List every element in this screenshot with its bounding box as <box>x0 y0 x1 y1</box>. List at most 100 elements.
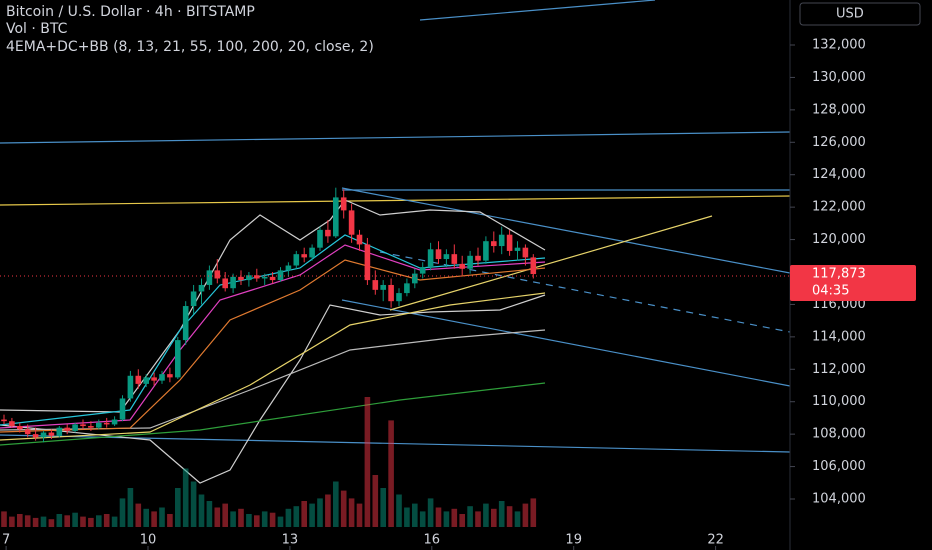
volume-bar <box>72 512 78 527</box>
volume-bar <box>254 515 260 527</box>
volume-bar <box>459 514 465 527</box>
ema-100 <box>0 292 546 441</box>
candle-body <box>143 377 149 384</box>
volume-bar <box>182 468 189 527</box>
candle-body <box>32 434 39 438</box>
volume-bar <box>396 494 402 527</box>
volume-bar <box>88 517 94 527</box>
y-tick-label: 114,000 <box>812 329 866 344</box>
volume-bar <box>491 508 497 527</box>
y-tick-label: 106,000 <box>812 459 866 474</box>
candle-body <box>348 210 355 235</box>
volume-bar <box>285 508 292 527</box>
y-tick-label: 124,000 <box>812 167 866 182</box>
candle-body <box>372 280 379 290</box>
candle-body <box>396 293 402 302</box>
candle-body <box>333 197 339 237</box>
volume-bar <box>419 511 426 527</box>
volume-bar <box>190 481 197 527</box>
volume-bar <box>230 511 236 527</box>
candle-body <box>506 234 513 251</box>
candle-body <box>103 422 110 425</box>
y-tick-label: 108,000 <box>812 427 866 442</box>
ema-55 <box>0 259 546 433</box>
candle-body <box>198 284 205 292</box>
volume-bar <box>175 488 181 527</box>
candle-body <box>301 254 307 258</box>
candle-body <box>269 276 276 281</box>
y-tick-label: 120,000 <box>812 232 866 247</box>
volume-bar <box>167 514 173 527</box>
volume-bar <box>301 501 307 527</box>
volume-bar <box>427 498 434 527</box>
volume-bar <box>522 503 529 527</box>
volume-bar <box>309 503 315 527</box>
candle-body <box>222 278 228 289</box>
volume-bar <box>214 507 221 527</box>
last-price-label: 117,873 <box>812 267 866 282</box>
x-tick-label: 22 <box>707 533 724 548</box>
volume-bar <box>9 516 15 527</box>
volume-bar <box>261 511 268 527</box>
trendline <box>419 0 656 21</box>
volume-bar <box>372 475 379 527</box>
trendline <box>389 215 713 311</box>
volume-bar <box>364 397 371 527</box>
candle-body <box>475 255 481 261</box>
volume-bar <box>159 507 165 527</box>
volume-bar <box>135 503 142 527</box>
trendline <box>0 195 791 206</box>
candle-body <box>412 273 418 284</box>
x-tick-label: 19 <box>565 533 582 548</box>
volume-bar <box>143 508 149 527</box>
volume-bar <box>246 514 252 527</box>
volume-bar <box>103 514 110 527</box>
ema-21 <box>0 244 546 429</box>
candle-body <box>427 249 434 268</box>
candle-body <box>364 244 371 281</box>
y-tick-label: 128,000 <box>812 102 866 117</box>
candle-body <box>246 275 252 281</box>
candle-body <box>285 265 292 271</box>
bollinger-upper <box>0 199 546 413</box>
volume-bar <box>127 488 134 527</box>
volume-bar <box>1 511 7 527</box>
volume-bar <box>111 516 118 527</box>
currency-button[interactable] <box>799 2 921 26</box>
candle-body <box>514 247 521 251</box>
volume-bar <box>48 519 55 527</box>
trendline <box>341 187 791 274</box>
candle-body <box>443 254 450 260</box>
candle-body <box>530 257 537 275</box>
candle-body <box>435 249 442 260</box>
y-tick-label: 126,000 <box>812 135 866 150</box>
volume-bar <box>325 494 331 527</box>
candle-body <box>9 421 15 427</box>
candle-body <box>522 247 529 258</box>
volume-bar <box>151 511 157 527</box>
volume-bar <box>356 503 363 527</box>
x-tick-label: 13 <box>282 533 299 548</box>
candle-body <box>388 284 394 302</box>
volume-bar <box>269 512 276 527</box>
volume-bar <box>32 517 39 527</box>
candle-body <box>159 374 165 381</box>
currency-label[interactable]: USD <box>836 7 864 22</box>
x-tick-label: 7 <box>2 533 10 548</box>
candle-body <box>88 426 94 428</box>
candle-body <box>40 432 47 438</box>
volume-bar <box>80 516 86 527</box>
candle-body <box>498 234 505 247</box>
volume-bar <box>467 506 473 527</box>
y-tick-label: 112,000 <box>812 362 866 377</box>
candle-body <box>238 276 244 281</box>
candle-body <box>325 229 331 237</box>
volume-bar <box>24 515 31 527</box>
candle-body <box>96 422 102 428</box>
volume-bar <box>222 503 228 527</box>
x-tick-label: 16 <box>424 533 441 548</box>
ema-200 <box>0 382 546 446</box>
indicator-label: 4EMA+DC+BB (8, 13, 21, 55, 100, 200, 20,… <box>6 39 374 55</box>
volume-bar <box>206 501 213 527</box>
